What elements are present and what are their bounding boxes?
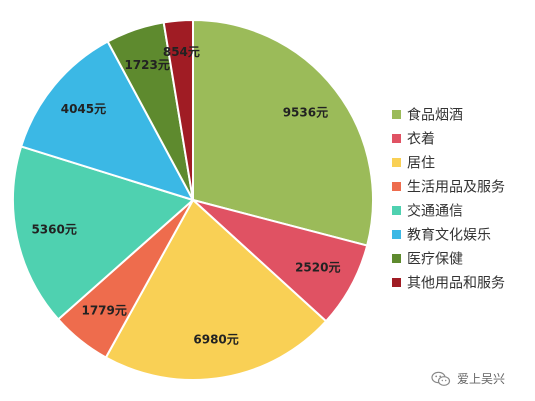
- slice-value-label: 854元: [163, 45, 200, 59]
- legend-swatch: [392, 158, 401, 167]
- legend-swatch: [392, 254, 401, 263]
- pie-slice: [104, 198, 328, 381]
- legend-swatch: [392, 182, 401, 191]
- legend-item: 居住: [392, 156, 435, 172]
- legend-label: 其他用品和服务: [407, 276, 505, 292]
- legend-item: 教育文化娱乐: [392, 228, 491, 244]
- slice-value-label: 4045元: [61, 102, 106, 116]
- legend-label: 医疗保健: [407, 252, 463, 268]
- legend-swatch: [392, 206, 401, 215]
- legend-item: 生活用品及服务: [392, 180, 505, 196]
- legend-swatch: [392, 134, 401, 143]
- legend-label: 食品烟酒: [407, 107, 463, 124]
- wechat-icon: [431, 371, 451, 386]
- slice-value-label: 2520元: [295, 260, 340, 274]
- legend-item: 其他用品和服务: [392, 276, 505, 292]
- legend-swatch: [392, 110, 401, 119]
- pie-slice: [19, 40, 196, 202]
- legend-swatch: [392, 278, 401, 287]
- pie-slices: [12, 18, 374, 381]
- slice-value-label: 6980元: [193, 333, 238, 347]
- legend-item: 交通通信: [392, 203, 463, 220]
- slice-value-label: 9536元: [283, 106, 328, 120]
- watermark-text: 爱上吴兴: [456, 372, 505, 386]
- legend-label: 教育文化娱乐: [407, 228, 491, 244]
- pie-slice: [12, 145, 195, 321]
- legend-label: 交通通信: [407, 203, 463, 220]
- legend-item: 食品烟酒: [392, 107, 463, 124]
- pie-slice: [162, 18, 194, 201]
- legend-label: 居住: [407, 156, 435, 172]
- slice-value-label: 5360元: [31, 222, 76, 236]
- legend-label: 衣着: [407, 132, 435, 148]
- slice-value-label: 1723元: [124, 58, 169, 72]
- legend-item: 衣着: [392, 132, 435, 148]
- slice-value-label: 1779元: [81, 303, 126, 317]
- pie-slice: [192, 18, 374, 247]
- watermark: 爱上吴兴: [431, 370, 505, 387]
- legend-label: 生活用品及服务: [407, 180, 505, 196]
- legend-swatch: [392, 230, 401, 239]
- legend-item: 医疗保健: [392, 252, 463, 268]
